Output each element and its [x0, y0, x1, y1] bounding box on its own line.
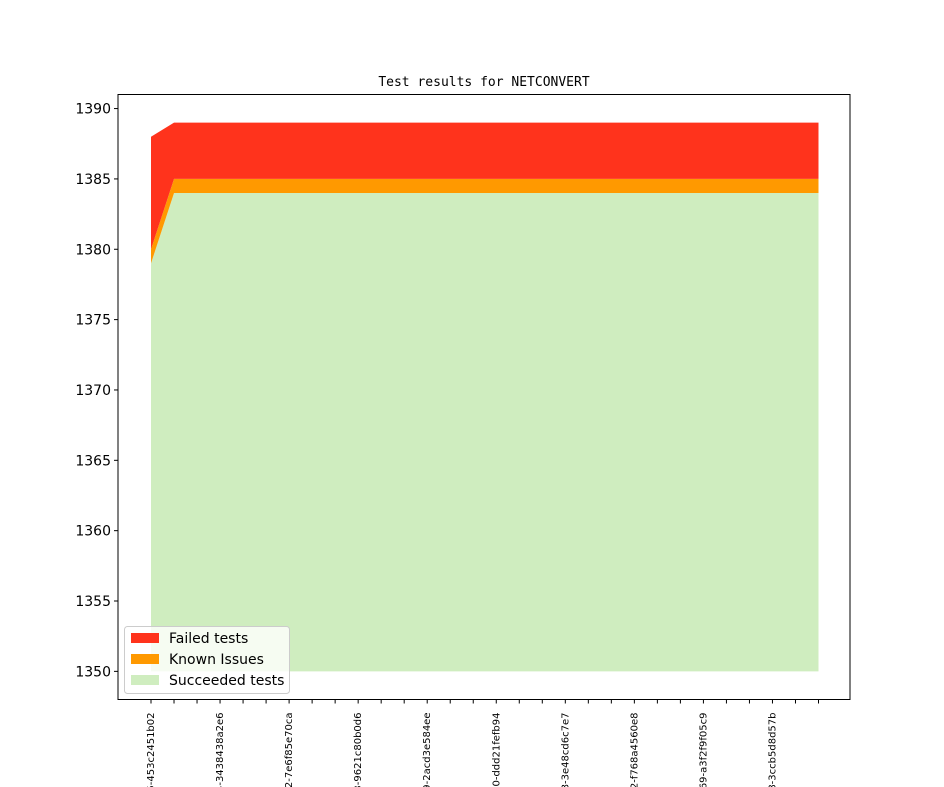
legend: Failed tests Known Issues Succeeded tests	[124, 626, 290, 694]
y-tick-label: 1350	[75, 664, 111, 680]
x-tick-label: 69-a3f2f9f05c9	[698, 713, 709, 787]
x-tick-label: 3-3e48cd6c7e7	[560, 713, 571, 787]
y-tick-label: 1370	[75, 383, 111, 399]
legend-swatch	[131, 654, 159, 664]
areas-group	[151, 122, 819, 672]
x-tick-label: 0-ddd21fefb94	[491, 713, 502, 787]
legend-swatch	[131, 633, 159, 643]
y-tick-label: 1355	[75, 594, 111, 610]
area-failed-tests	[151, 122, 819, 250]
x-tick-label: 3-9621c80b0d6	[353, 713, 364, 787]
legend-label: Known Issues	[169, 652, 264, 668]
x-tick-label: 2-f768a4560e8	[629, 713, 640, 787]
legend-swatch	[131, 675, 159, 685]
x-tick-label: 5-453c2451b02	[146, 713, 157, 787]
legend-frame	[124, 626, 290, 694]
legend-label: Failed tests	[169, 631, 248, 647]
y-tick-label: 1390	[75, 102, 111, 118]
x-axis: 5-453c2451b02 4-3438438a2e6 2-7e6f85e70ca 3…	[146, 699, 819, 787]
y-tick-label: 1385	[75, 172, 111, 188]
y-tick-label: 1360	[75, 524, 111, 540]
y-tick-label: 1365	[75, 453, 111, 469]
chart-title: Test results for NETCONVERT	[378, 75, 589, 90]
x-tick-label: 4-3438438a2e6	[215, 713, 226, 787]
x-tick-label: 8-3ccb5d8d57b	[767, 713, 778, 787]
x-tick-label: 9-2acd3e584ee	[422, 713, 433, 787]
x-tick-label: 2-7e6f85e70ca	[284, 713, 295, 787]
y-tick-label: 1380	[75, 242, 111, 258]
y-axis: 1350 1355 1360 1365 1370 1375 1380 1385 1390	[75, 102, 118, 680]
plot-frame	[117, 94, 851, 700]
legend-label: Succeeded tests	[169, 673, 284, 689]
area-succeeded-tests	[151, 192, 819, 672]
area-known-issues	[151, 178, 819, 264]
y-tick-label: 1375	[75, 313, 111, 329]
